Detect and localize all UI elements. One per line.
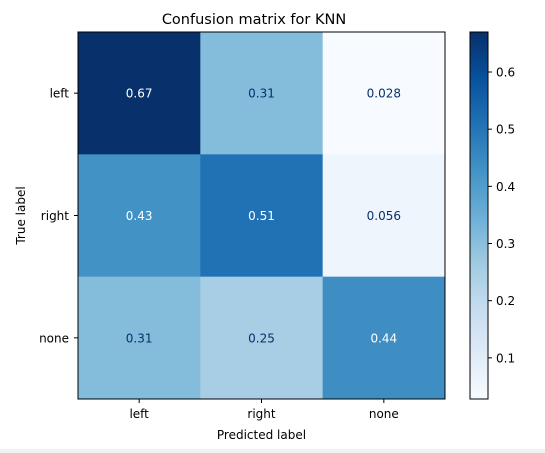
cell-value-label: 0.67: [126, 87, 153, 101]
heatmap-cell: [78, 276, 201, 400]
heatmap-cell: [200, 32, 324, 155]
colorbar-tick-label: 0.3: [496, 237, 515, 251]
colorbar: [469, 31, 489, 400]
x-tick-label: none: [369, 407, 399, 421]
cell-value-label: 0.51: [248, 209, 275, 223]
x-tick-label: right: [247, 407, 275, 421]
colorbar-tick-label: 0.5: [496, 123, 515, 137]
y-axis-ticks: left right none: [39, 87, 78, 345]
heatmap-cell: [78, 154, 201, 278]
x-tick-label: left: [129, 407, 149, 421]
colorbar-tick-label: 0.2: [496, 294, 515, 308]
cell-value-label: 0.25: [248, 331, 275, 345]
heatmap-cell: [78, 32, 201, 155]
heatmap-cell-labels: 0.67 0.31 0.028 0.43 0.51 0.056 0.31 0.25 0.44: [126, 87, 401, 346]
colorbar-tick-label: 0.6: [496, 66, 515, 80]
heatmap-cells: [78, 32, 446, 400]
heatmap-cell: [322, 276, 446, 400]
y-tick-label: right: [41, 209, 69, 223]
cell-value-label: 0.43: [126, 209, 153, 223]
x-axis-ticks: left right none: [129, 399, 399, 421]
heatmap-cell: [200, 276, 324, 400]
heatmap-cell: [200, 154, 324, 278]
cell-value-label: 0.31: [248, 87, 275, 101]
chart-title: Confusion matrix for KNN: [162, 12, 346, 28]
colorbar-tick-label: 0.1: [496, 351, 515, 365]
y-axis-label: True label: [14, 186, 28, 245]
heatmap-cell: [322, 32, 446, 155]
colorbar-tick-label: 0.4: [496, 180, 515, 194]
cell-value-label: 0.028: [367, 87, 401, 101]
y-tick-label: left: [50, 87, 70, 101]
heatmap-cell: [322, 154, 446, 278]
cell-value-label: 0.44: [370, 331, 397, 345]
colorbar-ticks: 0.1 0.2 0.3 0.4 0.5 0.6: [488, 66, 515, 365]
cell-value-label: 0.31: [126, 331, 153, 345]
y-tick-label: none: [39, 331, 69, 345]
bottom-band: [0, 449, 545, 453]
cell-value-label: 0.056: [367, 209, 401, 223]
x-axis-label: Predicted label: [217, 428, 306, 442]
